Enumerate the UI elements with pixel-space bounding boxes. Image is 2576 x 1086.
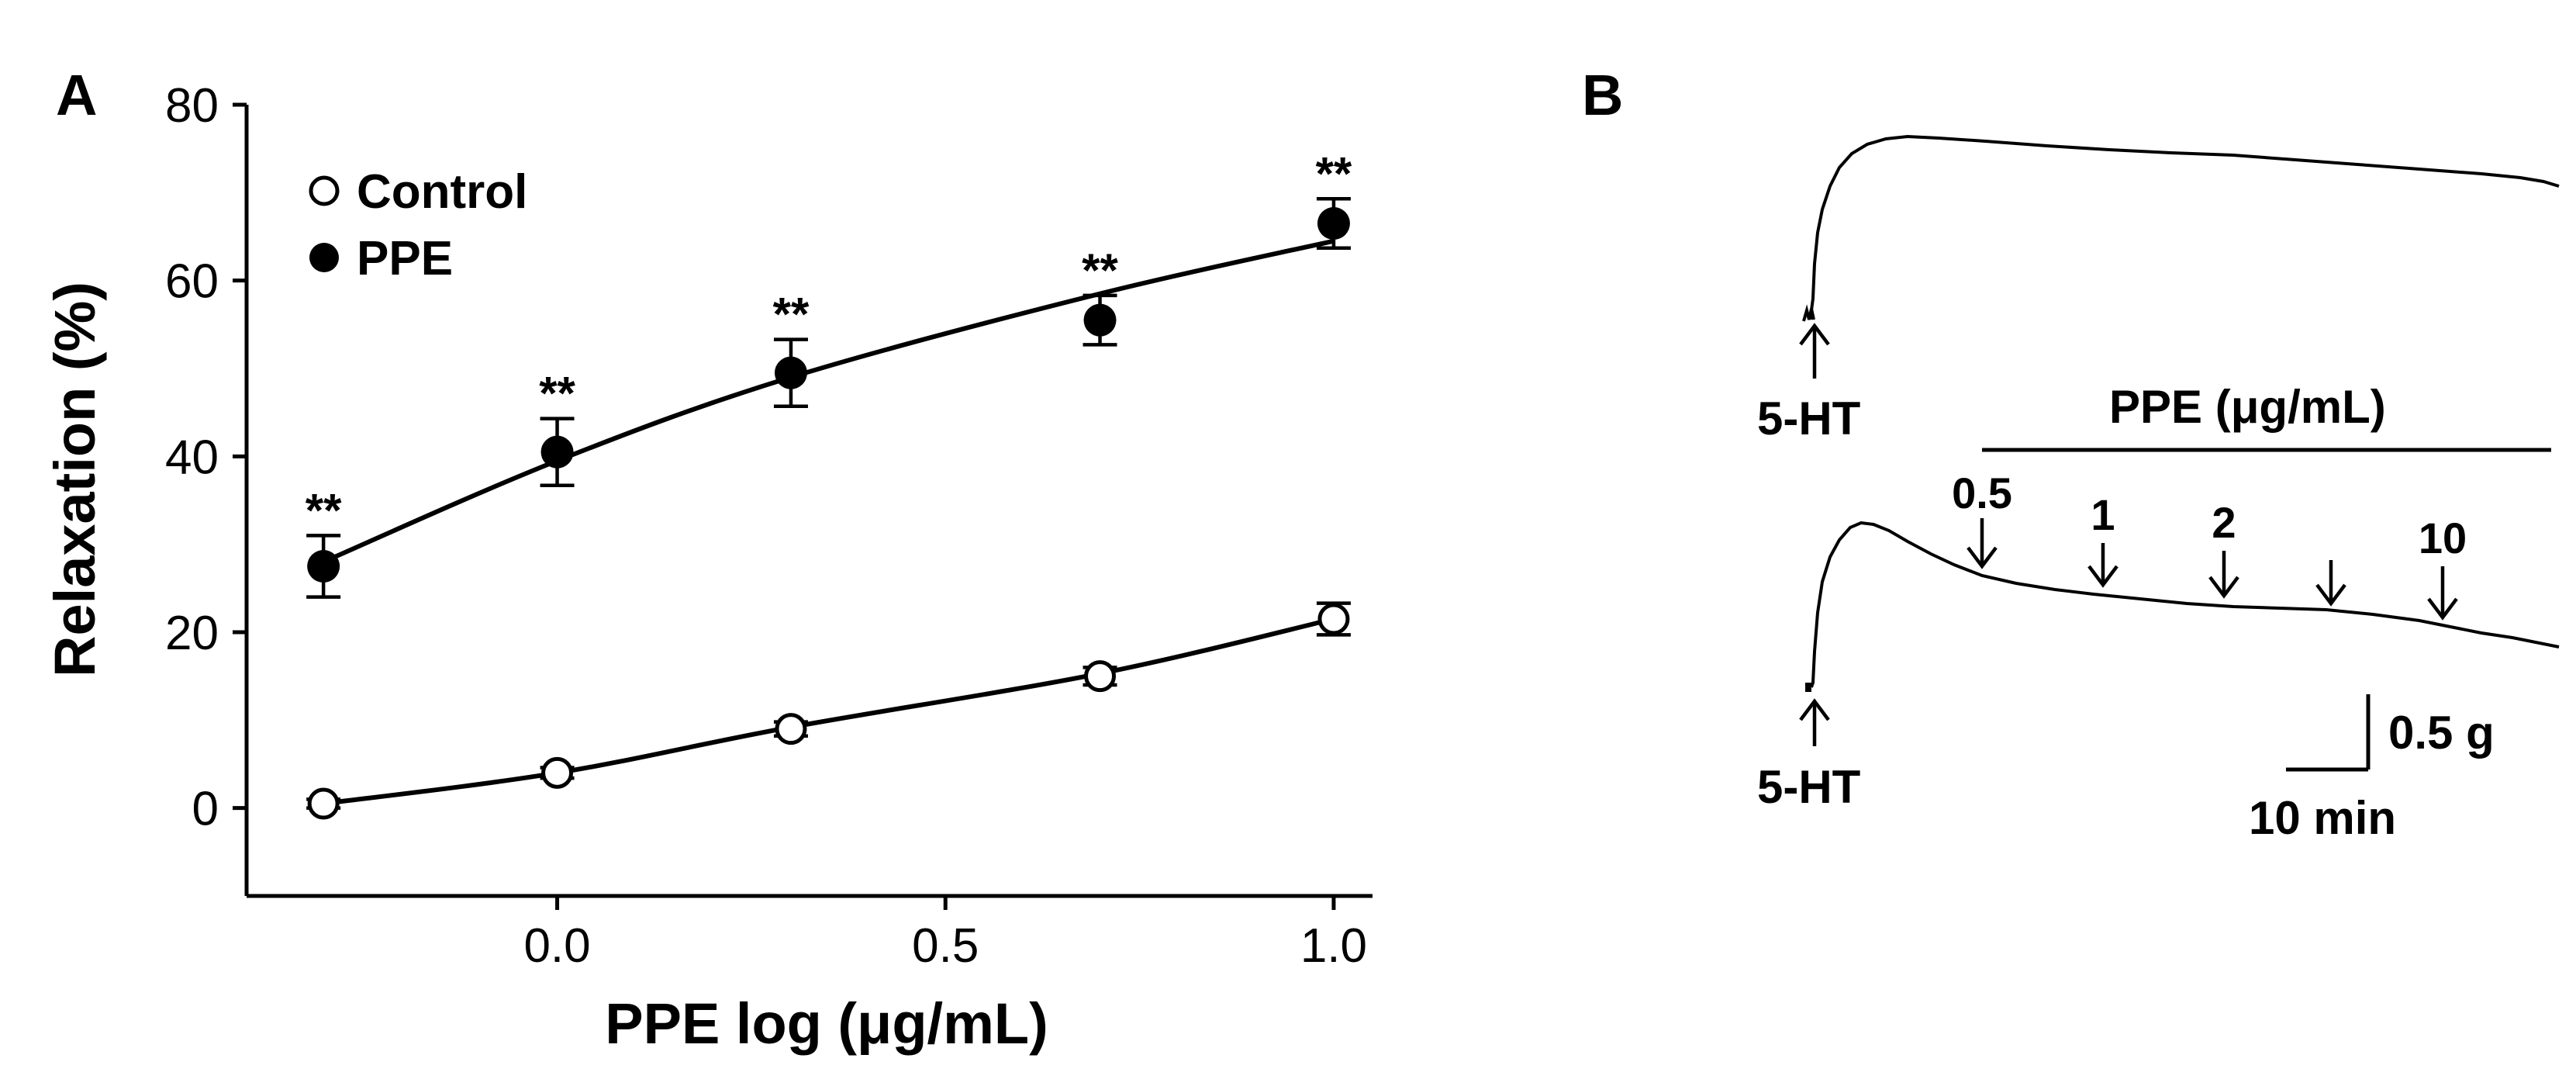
dose-arrow-0.5 — [1967, 518, 1998, 569]
top-5ht-label: 5-HT — [1757, 393, 1860, 444]
legend-marker-ppe — [309, 243, 339, 272]
data-points — [307, 207, 1350, 820]
x-axis-title: PPE log (μg/mL) — [605, 991, 1048, 1056]
bottom-tension-trace — [1810, 521, 2560, 688]
data-point-ppe — [1317, 207, 1350, 240]
significance-label: ** — [306, 484, 342, 536]
y-tick-label-60: 60 — [165, 255, 219, 309]
fit-curve-control — [323, 617, 1335, 806]
x-tick-label-1.0: 1.0 — [1300, 919, 1367, 973]
data-point-ppe — [1083, 303, 1117, 337]
legend-label-ppe: PPE — [357, 232, 453, 285]
bottom-trace-baseline-mark — [1805, 683, 1811, 692]
top-tension-trace — [1810, 134, 2560, 320]
bottom-5ht-arrow — [1799, 698, 1830, 746]
data-point-ppe — [307, 550, 340, 583]
error-bars — [306, 197, 1351, 810]
significance-labels: ** ** ** ** ** — [306, 147, 1352, 536]
significance-label: ** — [1082, 244, 1118, 296]
dose-arrow-5 — [2315, 560, 2346, 607]
dose-label-2: 2 — [2212, 498, 2236, 547]
data-point-control — [1084, 660, 1117, 693]
panel-a-label: A — [56, 63, 97, 127]
y-ticks: 0 20 40 60 80 — [165, 79, 247, 836]
dose-arrow-2 — [2208, 551, 2239, 599]
top-trace-baseline-mark — [1802, 304, 1815, 322]
dose-label-1: 1 — [2091, 490, 2115, 539]
y-tick-label-0: 0 — [192, 783, 219, 836]
data-point-control — [541, 756, 574, 789]
x-tick-label-0.5: 0.5 — [912, 919, 979, 973]
fit-curve-ppe — [322, 238, 1335, 565]
legend-marker-control — [309, 175, 340, 206]
y-tick-label-40: 40 — [165, 431, 219, 484]
bottom-5ht-label: 5-HT — [1757, 761, 1860, 813]
x-ticks: 0.0 0.5 1.0 — [523, 896, 1367, 973]
dose-label-0.5: 0.5 — [1952, 469, 2012, 517]
dose-label-10: 10 — [2419, 514, 2467, 562]
legend: Control PPE — [309, 165, 527, 285]
data-point-control — [1317, 603, 1350, 635]
data-point-control — [307, 787, 340, 820]
significance-label: ** — [1316, 147, 1352, 199]
x-tick-label-0.0: 0.0 — [523, 919, 590, 973]
y-tick-label-20: 20 — [165, 607, 219, 660]
scale-bar-vertical-label: 0.5 g — [2388, 707, 2495, 759]
significance-label: ** — [539, 368, 575, 420]
top-5ht-arrow — [1799, 323, 1830, 379]
data-point-ppe — [540, 435, 574, 469]
dose-arrow-10 — [2427, 566, 2458, 621]
legend-label-control: Control — [357, 165, 527, 219]
data-point-ppe — [774, 356, 807, 389]
significance-label: ** — [773, 289, 810, 341]
ppe-bar-label: PPE (μg/mL) — [2109, 381, 2386, 433]
y-tick-label-80: 80 — [165, 79, 219, 133]
data-point-control — [775, 713, 807, 745]
scale-bar-horizontal-label: 10 min — [2249, 792, 2396, 844]
panel-b-label: B — [1582, 63, 1623, 127]
y-axis-title: Relaxation (%) — [43, 282, 107, 677]
fit-curves — [322, 238, 1335, 806]
dose-arrow-1 — [2087, 543, 2118, 588]
